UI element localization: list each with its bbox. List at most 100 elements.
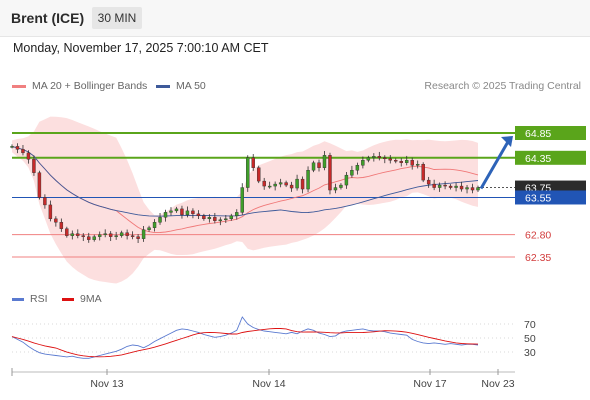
legend-ma20: MA 20 + Bollinger Bands	[12, 80, 147, 92]
candle-body-21	[125, 232, 129, 236]
candle-body-27	[158, 217, 162, 223]
candle-body-58	[328, 155, 332, 191]
candle-body-18	[108, 233, 113, 237]
candle-body-63	[355, 165, 360, 171]
instrument-title: Brent (ICE)	[11, 10, 85, 26]
legend-ma20-label: MA 20 + Bollinger Bands	[32, 80, 148, 92]
candle-body-10	[65, 228, 69, 236]
candle-body-75	[421, 164, 425, 181]
candle-body-41	[235, 212, 239, 217]
chart-datetime: Monday, November 17, 2025 7:00:10 AM CET	[13, 41, 269, 55]
candle-body-28	[163, 212, 168, 218]
candle-body-9	[59, 222, 64, 229]
candle-body-24	[141, 229, 146, 239]
chart-header: Brent (ICE) 30 MIN	[0, 0, 590, 37]
candle-body-6	[43, 197, 47, 206]
candle-body-37	[213, 217, 217, 221]
candle-body-70	[394, 160, 398, 162]
candle-body-11	[70, 233, 75, 236]
resistance-tag-bg-64.35	[515, 150, 586, 165]
candle-body-62	[350, 169, 354, 176]
ma50-swatch	[156, 84, 170, 88]
legend-rsi: RSI	[12, 293, 48, 305]
candle-body-61	[344, 174, 349, 186]
ma50-line	[11, 145, 479, 217]
candle-body-0	[10, 146, 14, 148]
candle-body-16	[98, 234, 102, 237]
candle-body-54	[306, 169, 310, 190]
ma20-swatch	[12, 84, 26, 88]
legend-rsi-ma: 9MA	[62, 293, 102, 305]
rsi-ma-line	[11, 328, 479, 358]
rsi-line	[11, 316, 479, 359]
candle-body-67	[377, 156, 382, 158]
candle-body-50	[284, 182, 288, 186]
candle-body-3	[26, 152, 31, 160]
support-label-62.35: 62.35	[525, 252, 551, 264]
candle-body-32	[185, 210, 190, 216]
candle-body-74	[415, 164, 420, 166]
candle-body-4	[32, 159, 36, 173]
candle-body-69	[388, 158, 392, 161]
candle-body-48	[273, 183, 277, 187]
candle-body-79	[443, 184, 447, 187]
candle-body-52	[295, 178, 299, 189]
candle-body-17	[103, 233, 107, 235]
legend-rsi-label: RSI	[30, 293, 48, 305]
candle-body-15	[92, 236, 96, 240]
candle-body-59	[333, 187, 338, 191]
legend-rsi-ma-label: 9MA	[80, 293, 102, 305]
candle-body-84	[470, 187, 475, 191]
candle-body-60	[339, 184, 343, 188]
candle-body-33	[191, 210, 195, 215]
candle-body-85	[476, 187, 480, 191]
x-tick-label-3: Nov 23	[481, 378, 514, 390]
resistance-tag-64.35: 64.35	[525, 153, 551, 165]
resistance-tag-bg-64.85	[515, 126, 586, 140]
legend-ma50: MA 50	[156, 80, 206, 92]
rsi-level-label-50: 50	[524, 333, 536, 345]
rsi-level-label-30: 30	[524, 347, 536, 359]
candle-body-22	[130, 235, 135, 237]
candle-body-30	[174, 208, 179, 212]
support-label-62.80: 62.80	[525, 230, 551, 242]
candle-body-46	[262, 180, 266, 187]
candle-body-34	[196, 213, 201, 217]
candle-body-81	[454, 185, 458, 188]
candle-body-35	[202, 215, 206, 220]
candle-body-80	[448, 185, 453, 188]
candle-body-13	[81, 235, 85, 237]
candle-body-5	[37, 172, 42, 198]
candle-body-19	[114, 235, 118, 237]
x-tick-label-1: Nov 14	[252, 378, 285, 390]
rsi-swatch	[12, 297, 24, 301]
candle-body-23	[136, 236, 140, 239]
candle-body-31	[180, 208, 184, 216]
candle-body-49	[278, 182, 283, 185]
candle-body-77	[432, 183, 436, 188]
candle-body-1	[15, 146, 20, 150]
candle-body-26	[152, 222, 157, 228]
research-credit: Research © 2025 Trading Central	[424, 80, 581, 92]
candle-body-43	[246, 157, 250, 188]
target-arrow-head	[501, 136, 513, 147]
bollinger-band	[12, 116, 478, 284]
timeframe-button[interactable]: 30 MIN	[92, 7, 142, 29]
candle-body-82	[459, 185, 464, 190]
candle-body-55	[311, 162, 316, 171]
candle-body-65	[366, 157, 371, 161]
candle-body-12	[76, 233, 80, 236]
candle-body-68	[383, 157, 387, 160]
legend-ma50-label: MA 50	[176, 80, 206, 92]
candle-body-56	[317, 162, 321, 168]
candle-body-47	[267, 185, 272, 188]
candle-body-20	[119, 232, 124, 236]
candle-body-83	[465, 187, 469, 190]
pivot-tag-63.55: 63.55	[525, 192, 551, 204]
candle-body-73	[410, 160, 414, 166]
candle-body-14	[87, 236, 91, 240]
candle-body-8	[54, 218, 58, 223]
candle-body-76	[426, 179, 431, 185]
candle-body-7	[48, 204, 53, 220]
